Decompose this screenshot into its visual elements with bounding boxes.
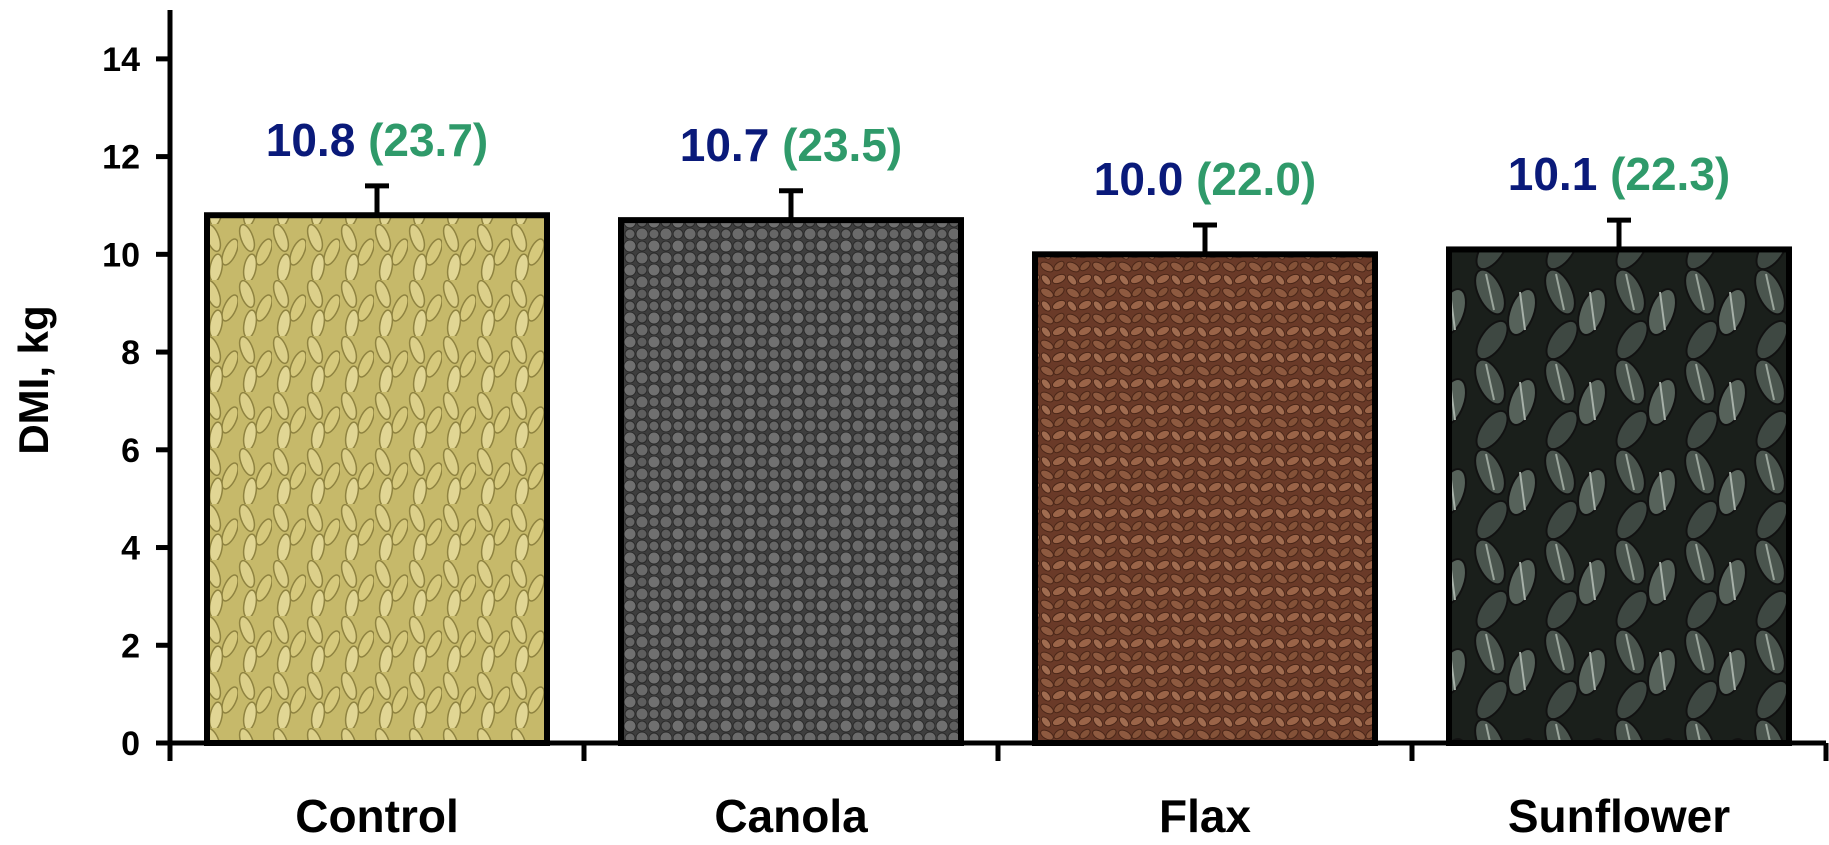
- y-tick-label: 6: [121, 432, 140, 470]
- bar-value-secondary: (23.7): [368, 114, 488, 166]
- bar-value-secondary: (22.0): [1196, 153, 1316, 205]
- y-tick-label: 10: [102, 236, 140, 274]
- bar-value-primary: 10.8: [266, 114, 356, 166]
- bar-canola: [618, 217, 964, 747]
- bar-value-primary: 10.7: [680, 119, 770, 171]
- x-category-label: Canola: [714, 790, 868, 840]
- plot-area: 0 2 4 6 8 10 12 14 10.8 (23.7) Control 10.7 (23.5)…: [102, 10, 1829, 842]
- bar-value-label: 10.7 (23.5): [680, 119, 902, 171]
- y-tick-label: 2: [121, 627, 140, 665]
- x-category-label: Sunflower: [1508, 790, 1730, 840]
- bar-value-secondary: (22.3): [1610, 148, 1730, 200]
- bar-sunflower: [1446, 246, 1792, 747]
- bar-value-label: 10.8 (23.7): [266, 114, 488, 166]
- x-category-label: Control: [295, 790, 459, 840]
- bar-value-secondary: (23.5): [782, 119, 902, 171]
- bar-value-primary: 10.1: [1508, 148, 1598, 200]
- y-tick-label: 8: [121, 334, 140, 372]
- y-tick-label: 0: [121, 725, 140, 763]
- y-tick-label: 12: [102, 139, 140, 177]
- bar-value-label: 10.1 (22.3): [1508, 148, 1730, 200]
- bar-control: [204, 212, 550, 747]
- x-category-label: Flax: [1159, 790, 1251, 840]
- y-tick-label: 14: [102, 41, 140, 79]
- bar-flax: [1032, 251, 1378, 746]
- bar-value-label: 10.0 (22.0): [1094, 153, 1316, 205]
- y-axis-title: DMI, kg: [10, 305, 57, 454]
- y-tick-label: 4: [121, 530, 140, 568]
- bar-value-primary: 10.0: [1094, 153, 1184, 205]
